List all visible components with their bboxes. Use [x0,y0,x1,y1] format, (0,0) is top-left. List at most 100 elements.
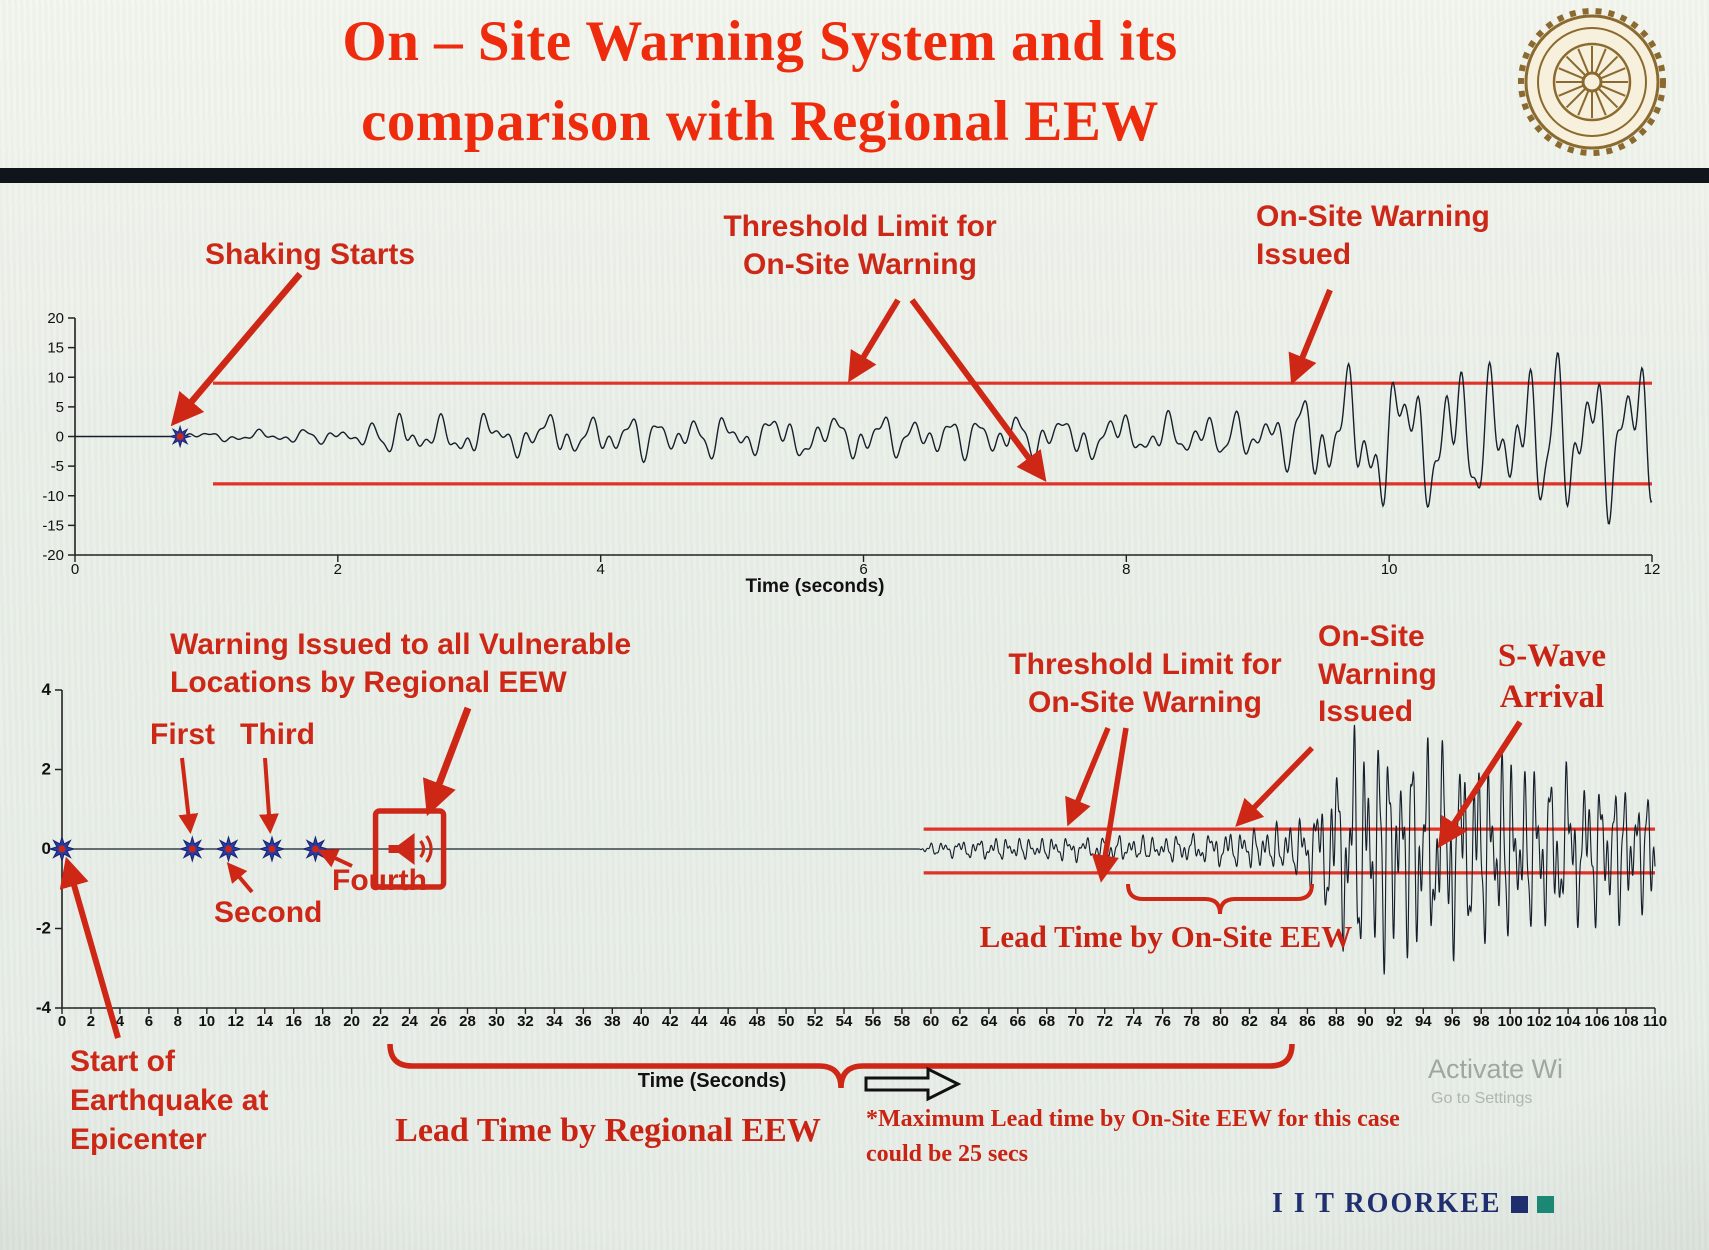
star-center-dot [225,845,232,853]
x-tick-label: 108 [1614,1013,1639,1030]
y-tick-label: 20 [47,310,64,327]
x-tick-label: 2 [334,561,342,578]
x-tick-label: 12 [1644,561,1661,578]
lead-time-onsite-label: Lead Time by On-Site EEW [979,919,1353,954]
logo-spoke [1577,89,1590,116]
x-tick-label: 34 [546,1013,563,1030]
logo-spoke [1565,87,1587,109]
y-tick-label: 15 [47,340,64,357]
epicenter-arrow [59,856,121,1039]
regional-warning-label: Warning Issued to all Vulnerable Locatio… [170,628,632,699]
logo-spoke [1599,67,1626,80]
x-tick-label: 6 [859,561,867,578]
title-divider-bar [0,168,1709,183]
x-tick-label: 8 [1122,561,1130,578]
x-tick-label: 50 [778,1013,795,1030]
onsite-issued-arrow-bottom [1235,746,1314,827]
x-tick-label: 70 [1067,1013,1084,1030]
logo-spoke [1558,67,1585,80]
x-tick-label: 88 [1328,1013,1345,1030]
x-tick-label: 92 [1386,1013,1403,1030]
y-tick-label: -5 [51,458,64,475]
x-tick-label: 26 [430,1013,447,1030]
activation-watermark-line1: Activate Wi [1428,1054,1564,1084]
x-tick-label: 4 [596,561,604,578]
y-tick-label: -2 [36,919,51,938]
y-tick-label: -10 [42,488,64,505]
star-center-dot [188,845,196,853]
shaking-starts-label: Shaking Starts [205,238,416,271]
s-wave-arrival-label: S-Wave Arrival [1497,638,1607,716]
x-tick-label: 76 [1154,1013,1171,1030]
third-detection-label: Third [240,718,315,751]
third-detection-arrow [258,757,279,834]
logo-wheel-rim [1552,42,1632,122]
seismogram-waveform [62,724,1656,975]
x-tick-label: 72 [1096,1013,1113,1030]
seismogram-waveform [75,352,1653,525]
x-tick-label: 74 [1125,1013,1142,1030]
onsite-warning-issued-label-bottom: On-Site Warning Issued [1318,620,1437,728]
logo-spoke [1597,55,1619,77]
x-tick-label: 0 [71,561,79,578]
x-tick-label: 24 [401,1013,418,1030]
x-tick-label: 64 [980,1013,997,1030]
x-tick-label: 54 [836,1013,853,1030]
x-tick-label: 20 [343,1013,360,1030]
logo-face [1524,14,1660,150]
logo-gear-teeth [1518,8,1666,156]
x-tick-label: 90 [1357,1013,1374,1030]
logo-spoke [1594,48,1607,75]
x-tick-label: 18 [314,1013,331,1030]
threshold-limit-label-bottom: Threshold Limit for On-Site Warning [1008,648,1282,719]
activation-watermark-line2: Go to Settings [1431,1090,1533,1107]
threshold-upper-arrow-top [848,298,901,383]
x-tick-label: 86 [1299,1013,1316,1030]
logo-spoke [1577,48,1590,75]
lead-time-regional-label: Lead Time by Regional EEW [395,1112,821,1149]
fourth-detection-arrow [317,849,353,868]
x-tick-label: 8 [174,1013,182,1030]
logo-hub [1581,71,1603,93]
star-center-dot [176,433,184,440]
logo-spoke [1558,84,1585,97]
x-tick-label: 16 [285,1013,302,1030]
star-center-dot [268,845,276,853]
x-tick-label: 42 [662,1013,679,1030]
x-tick-label: 36 [575,1013,592,1030]
x-tick-label: 52 [807,1013,824,1030]
logo-spoke [1597,87,1619,109]
x-tick-label: 0 [58,1013,66,1030]
lead-time-regional-brace [387,1043,1295,1089]
threshold-lower-arrow-top [909,298,1047,483]
y-tick-label: 10 [47,369,64,386]
lead-time-onsite-brace [1126,883,1314,915]
x-tick-label: 14 [256,1013,273,1030]
x-tick-label: 4 [116,1013,125,1030]
second-detection-label: Second [214,896,323,929]
fourth-detection-label: Fourth [332,864,427,897]
first-detection-label: First [150,718,216,751]
x-tick-label: 10 [198,1013,215,1030]
sound-wave-arc [419,840,426,858]
x-tick-label: 62 [952,1013,969,1030]
logo-ring [1537,27,1647,137]
sound-wave-arc [425,835,433,863]
regional-warning-siren-icon [372,808,447,890]
x-tick-label: 46 [720,1013,737,1030]
x-tick-label: 106 [1585,1013,1610,1030]
epicenter-label: Start of Earthquake at Epicenter [70,1045,269,1156]
logo-spoke [1565,55,1587,77]
brand-square-teal [1536,1195,1554,1213]
s-wave-arrival-arrow [1437,720,1523,849]
speaker-icon [388,833,415,865]
brand-square-blue [1510,1195,1528,1213]
y-tick-label: -20 [42,547,64,564]
y-tick-label: 0 [56,429,64,446]
x-tick-label: 68 [1038,1013,1055,1030]
x-tick-label: 32 [517,1013,534,1030]
x-tick-label: 48 [749,1013,766,1030]
x-tick-label: 104 [1556,1013,1582,1030]
x-tick-label: 100 [1498,1013,1523,1030]
